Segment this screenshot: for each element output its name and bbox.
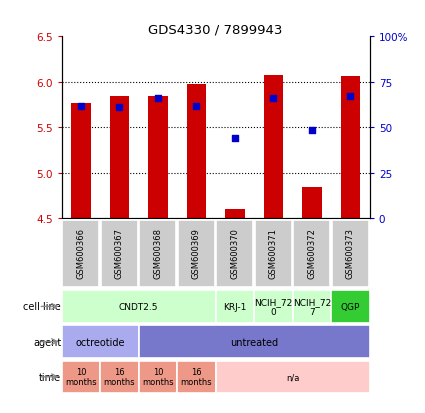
Text: KRJ-1: KRJ-1 [223,302,246,311]
FancyBboxPatch shape [254,290,293,323]
Text: 16
months: 16 months [181,368,212,386]
Point [270,96,277,102]
Title: GDS4330 / 7899943: GDS4330 / 7899943 [148,23,283,36]
Text: NCIH_72
0: NCIH_72 0 [254,297,292,316]
Text: untreated: untreated [230,337,278,347]
FancyBboxPatch shape [139,220,176,288]
Point [193,104,200,110]
Text: GSM600368: GSM600368 [153,227,162,278]
FancyBboxPatch shape [62,361,100,393]
Point [116,105,123,112]
Text: n/a: n/a [286,373,299,381]
Bar [71,104,91,219]
Point [77,104,84,110]
Text: GSM600371: GSM600371 [269,227,278,278]
Bar [148,97,167,219]
FancyBboxPatch shape [100,361,139,393]
FancyBboxPatch shape [101,220,138,288]
FancyBboxPatch shape [139,361,177,393]
Text: GSM600372: GSM600372 [307,227,317,278]
Bar [110,97,129,219]
Text: GSM600370: GSM600370 [230,227,239,278]
Bar [225,210,244,219]
FancyBboxPatch shape [139,325,370,358]
FancyBboxPatch shape [215,290,254,323]
Point [309,128,315,134]
FancyBboxPatch shape [255,220,292,288]
FancyBboxPatch shape [332,220,369,288]
Bar [302,187,322,219]
Bar [187,84,206,219]
Text: NCIH_72
7: NCIH_72 7 [293,297,331,316]
FancyBboxPatch shape [178,220,215,288]
Point [347,94,354,100]
Point [155,96,162,102]
Text: GSM600366: GSM600366 [76,227,85,278]
Text: agent: agent [33,337,61,347]
Point [232,135,238,142]
FancyBboxPatch shape [216,220,253,288]
Text: GSM600367: GSM600367 [115,227,124,278]
Text: GSM600369: GSM600369 [192,227,201,278]
Text: cell line: cell line [23,301,61,312]
Bar [341,77,360,219]
Text: GSM600373: GSM600373 [346,227,355,278]
FancyBboxPatch shape [331,290,370,323]
Bar [264,76,283,219]
FancyBboxPatch shape [293,290,331,323]
Text: 10
months: 10 months [65,368,97,386]
FancyBboxPatch shape [215,361,370,393]
FancyBboxPatch shape [177,361,215,393]
FancyBboxPatch shape [62,290,215,323]
Text: QGP: QGP [341,302,360,311]
Text: 16
months: 16 months [104,368,135,386]
FancyBboxPatch shape [294,220,331,288]
Text: CNDT2.5: CNDT2.5 [119,302,159,311]
Text: time: time [39,372,61,382]
FancyBboxPatch shape [62,325,139,358]
Text: 10
months: 10 months [142,368,174,386]
FancyBboxPatch shape [62,220,99,288]
Text: octreotide: octreotide [75,337,125,347]
